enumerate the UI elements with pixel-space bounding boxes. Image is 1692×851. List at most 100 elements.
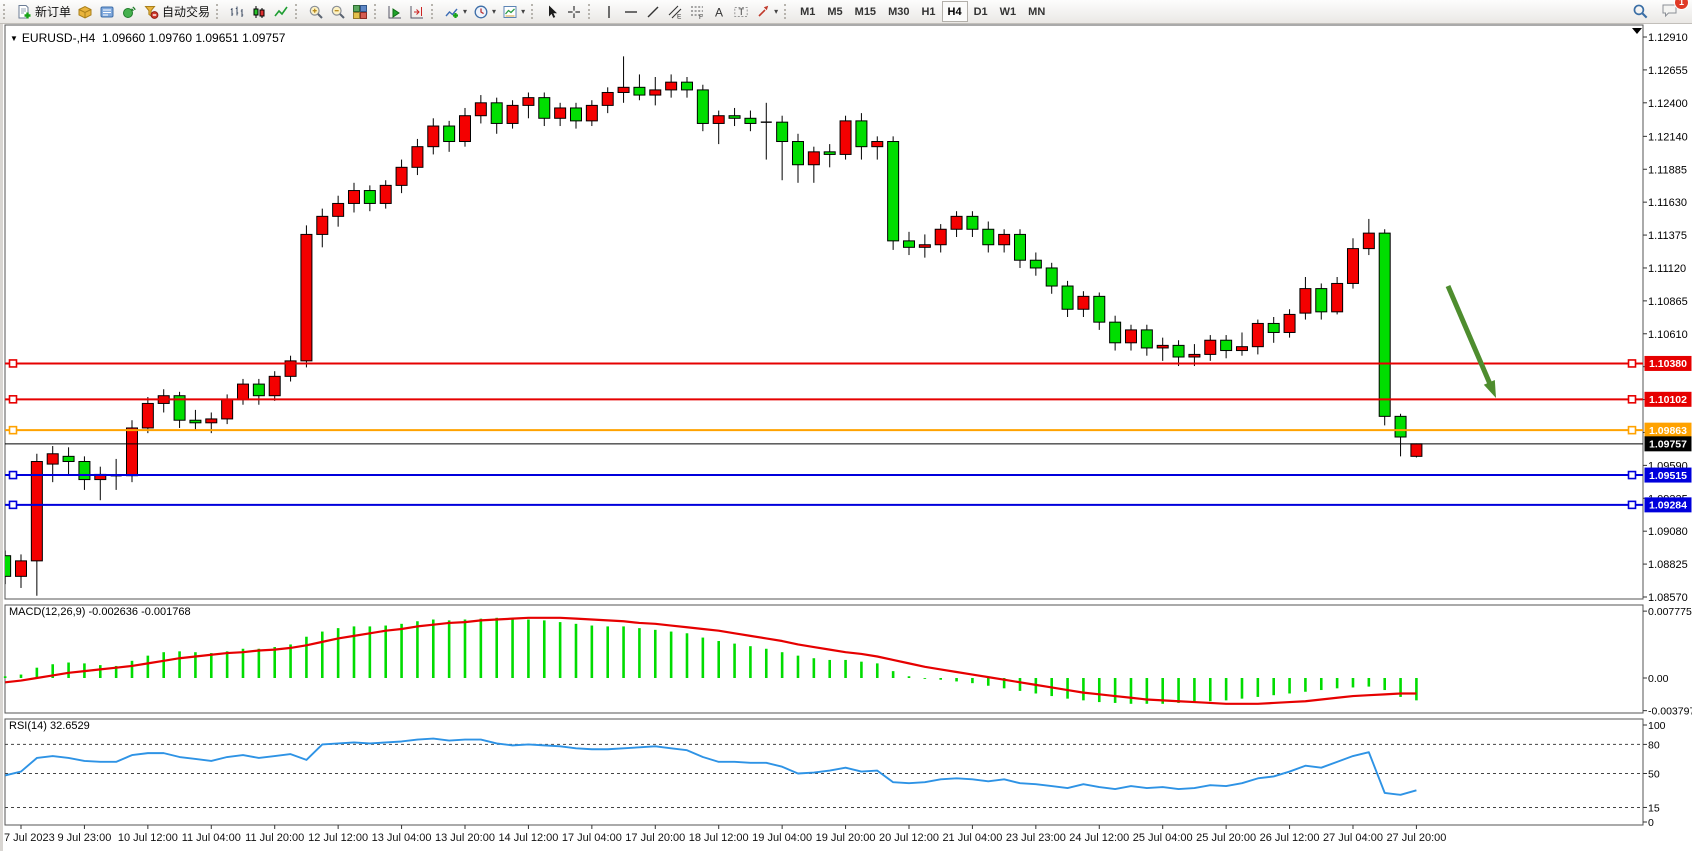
chart-shift-marker[interactable] bbox=[1632, 28, 1642, 34]
svg-text:1.11375: 1.11375 bbox=[1648, 230, 1687, 242]
equidistant-channel-icon: E bbox=[667, 4, 683, 20]
svg-text:7 Jul 2023: 7 Jul 2023 bbox=[4, 832, 55, 844]
main-panel[interactable] bbox=[4, 24, 1644, 600]
auto-scroll-button[interactable] bbox=[384, 1, 406, 22]
text-button[interactable]: A bbox=[708, 1, 730, 22]
line-chart-mode-button[interactable] bbox=[270, 1, 292, 22]
timeframe-button-m1[interactable]: M1 bbox=[794, 1, 821, 22]
chart-shift-button[interactable] bbox=[406, 1, 428, 22]
data-window-button[interactable] bbox=[96, 1, 118, 22]
price-axis: 1.12910 1.12655 1.12400 1.12140 1.11885 1.116… bbox=[1643, 32, 1688, 604]
price-line-label bbox=[1644, 422, 1692, 438]
ohlc-values: 1.09660 1.09760 1.09651 1.09757 bbox=[101, 31, 286, 45]
timeframe-button-w1[interactable]: W1 bbox=[994, 1, 1023, 22]
timeframe-button-m15[interactable]: M15 bbox=[849, 1, 882, 22]
svg-text:80: 80 bbox=[1648, 739, 1660, 751]
trend-arrow-annotation[interactable] bbox=[1445, 285, 1496, 398]
timeframe-button-d1[interactable]: D1 bbox=[968, 1, 994, 22]
toolbar-grip bbox=[374, 4, 380, 19]
rsi-levels: 100 80 50 15 0 bbox=[5, 720, 1666, 829]
auto-trading-button[interactable]: 自动交易 bbox=[140, 1, 213, 22]
navigator-button[interactable] bbox=[118, 1, 140, 22]
fibonacci-button[interactable]: F bbox=[686, 1, 708, 22]
navigator-icon bbox=[121, 4, 137, 20]
trendline-button[interactable] bbox=[642, 1, 664, 22]
macd-panel[interactable] bbox=[4, 604, 1644, 714]
bar-chart-mode-button[interactable] bbox=[226, 1, 248, 22]
data-window-icon bbox=[99, 4, 115, 20]
vertical-line-button[interactable] bbox=[598, 1, 620, 22]
toolbar-grip bbox=[431, 4, 437, 19]
svg-text:1.12910: 1.12910 bbox=[1648, 32, 1688, 44]
svg-text:0: 0 bbox=[1648, 817, 1654, 829]
svg-text:1.09080: 1.09080 bbox=[1648, 526, 1688, 538]
zoom-in-button[interactable] bbox=[305, 1, 327, 22]
svg-text:25 Jul 20:00: 25 Jul 20:00 bbox=[1196, 832, 1256, 844]
svg-text:1.09515: 1.09515 bbox=[1649, 470, 1687, 482]
svg-text:1.08570: 1.08570 bbox=[1648, 592, 1688, 604]
toolbar-grip bbox=[588, 4, 594, 19]
svg-text:1.12400: 1.12400 bbox=[1648, 98, 1688, 110]
toolbar-grip bbox=[784, 4, 790, 19]
resistance-line-lower[interactable]: 1.10102 bbox=[5, 391, 1692, 407]
candlestick-mode-button[interactable] bbox=[248, 1, 270, 22]
support-line-upper[interactable]: 1.09515 bbox=[5, 467, 1692, 483]
search-icon bbox=[1632, 3, 1649, 20]
symbol-dropdown-icon[interactable]: ▼ bbox=[10, 34, 18, 43]
equidistant-channel-button[interactable]: E bbox=[664, 1, 686, 22]
svg-text:1.11630: 1.11630 bbox=[1648, 197, 1687, 209]
svg-text:1.11120: 1.11120 bbox=[1648, 263, 1686, 275]
timeframe-button-m30[interactable]: M30 bbox=[882, 1, 915, 22]
timeframe-button-m5[interactable]: M5 bbox=[821, 1, 848, 22]
svg-text:1.11885: 1.11885 bbox=[1648, 164, 1687, 176]
current-price-line: 1.09757 bbox=[5, 436, 1692, 452]
cursor-button[interactable] bbox=[541, 1, 563, 22]
auto-trading-label: 自动交易 bbox=[162, 5, 211, 19]
svg-text:13 Jul 04:00: 13 Jul 04:00 bbox=[372, 832, 432, 844]
pivot-orange-line[interactable]: 1.09863 bbox=[5, 422, 1692, 438]
svg-text:1.08825: 1.08825 bbox=[1648, 559, 1688, 571]
resistance-line-upper[interactable]: 1.10380 bbox=[5, 355, 1692, 371]
arrows-button[interactable]: ▾ bbox=[752, 1, 781, 22]
chevron-down-icon: ▾ bbox=[774, 6, 779, 16]
notification-badge[interactable]: 1 bbox=[1674, 0, 1689, 10]
periods-button[interactable]: ▾ bbox=[470, 1, 499, 22]
crosshair-icon bbox=[566, 4, 582, 20]
templates-button[interactable]: ▾ bbox=[499, 1, 528, 22]
svg-text:18 Jul 12:00: 18 Jul 12:00 bbox=[689, 832, 749, 844]
zoom-out-button[interactable] bbox=[327, 1, 349, 22]
timeframe-button-h1[interactable]: H1 bbox=[915, 1, 941, 22]
support-line-lower[interactable]: 1.09284 bbox=[5, 497, 1692, 513]
svg-text:19 Jul 04:00: 19 Jul 04:00 bbox=[752, 832, 812, 844]
svg-text:13 Jul 20:00: 13 Jul 20:00 bbox=[435, 832, 495, 844]
new-order-button[interactable]: 新订单 bbox=[13, 1, 74, 22]
periods-clock-icon bbox=[473, 4, 489, 20]
svg-text:-0.003797: -0.003797 bbox=[1648, 706, 1692, 718]
macd-name: MACD(12,26,9) bbox=[9, 606, 86, 618]
timeframe-button-h4[interactable]: H4 bbox=[941, 1, 968, 22]
svg-text:27 Jul 04:00: 27 Jul 04:00 bbox=[1323, 832, 1383, 844]
macd-axis: 0.007775 0.00 -0.003797 bbox=[1643, 606, 1692, 718]
chevron-down-icon: ▾ bbox=[521, 6, 526, 16]
text-label-button[interactable]: T bbox=[730, 1, 752, 22]
svg-text:12 Jul 12:00: 12 Jul 12:00 bbox=[308, 832, 368, 844]
timeframe-button-mn[interactable]: MN bbox=[1022, 1, 1051, 22]
svg-text:24 Jul 12:00: 24 Jul 12:00 bbox=[1069, 832, 1129, 844]
rsi-line bbox=[4, 737, 1417, 796]
indicators-button[interactable]: ▾ bbox=[441, 1, 470, 22]
svg-text:T: T bbox=[739, 7, 745, 17]
market-watch-button[interactable] bbox=[74, 1, 96, 22]
svg-text:26 Jul 12:00: 26 Jul 12:00 bbox=[1260, 832, 1320, 844]
toolbar-grip bbox=[216, 4, 222, 19]
crosshair-button[interactable] bbox=[563, 1, 585, 22]
chart-shift-icon bbox=[409, 4, 425, 20]
tile-windows-button[interactable] bbox=[349, 1, 371, 22]
search-button[interactable] bbox=[1629, 1, 1652, 22]
horizontal-line-button[interactable] bbox=[620, 1, 642, 22]
market-watch-icon bbox=[77, 4, 93, 20]
new-order-label: 新订单 bbox=[35, 5, 72, 19]
svg-text:23 Jul 23:00: 23 Jul 23:00 bbox=[1006, 832, 1066, 844]
macd-values: -0.002636 -0.001768 bbox=[88, 606, 191, 618]
toolbar-grip bbox=[3, 4, 9, 19]
rsi-label: RSI(14) 32.6529 bbox=[9, 720, 90, 732]
